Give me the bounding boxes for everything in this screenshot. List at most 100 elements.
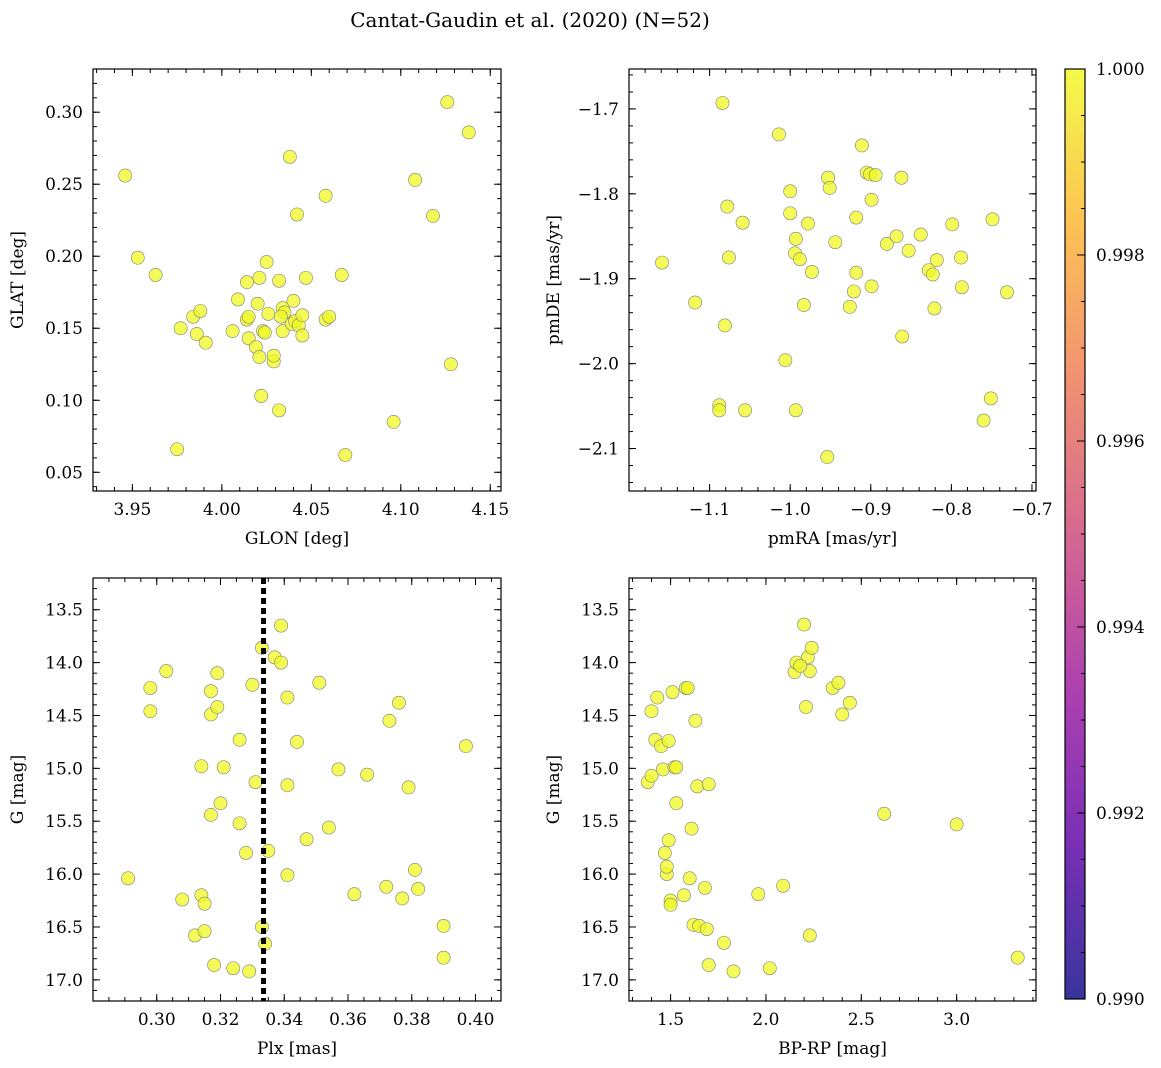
plot-frame <box>92 577 502 1002</box>
data-point <box>796 298 811 312</box>
data-point <box>379 879 394 894</box>
data-point <box>173 321 188 336</box>
data-point <box>650 690 665 705</box>
data-point <box>194 759 209 774</box>
data-point <box>849 265 864 280</box>
y-tick-label: 17.0 <box>45 971 83 991</box>
data-point <box>254 389 269 403</box>
data-point <box>318 188 333 203</box>
x-tick-label: 0.40 <box>457 1010 495 1030</box>
scatter-points <box>640 617 1025 979</box>
data-point <box>722 250 736 265</box>
data-point <box>772 127 786 142</box>
data-point <box>197 896 212 911</box>
data-point <box>877 806 892 821</box>
x-tick-label: 3.0 <box>943 1010 970 1030</box>
data-point <box>295 328 310 343</box>
data-point <box>894 170 909 185</box>
data-point <box>408 173 423 187</box>
data-point <box>175 892 190 907</box>
data-point <box>232 816 247 831</box>
y-tick-label: 0.20 <box>45 247 83 267</box>
data-point <box>929 253 944 267</box>
scatter-points <box>655 96 1014 464</box>
data-point <box>690 779 705 794</box>
data-point <box>682 871 697 886</box>
data-point <box>259 255 274 269</box>
x-axis-label: BP-RP [mag] <box>778 1039 887 1059</box>
data-point <box>751 887 766 902</box>
data-point <box>130 250 145 265</box>
data-point <box>783 184 798 199</box>
data-point <box>717 935 731 950</box>
y-axis-label: G [mag] <box>8 755 28 824</box>
data-point <box>738 403 752 418</box>
data-point <box>1010 950 1025 965</box>
panel-color-magnitude: 1.5 2.0 2.5 3.0 13.5 14.0 14.5 15.0 15.5 16.0 16.5… <box>544 577 1037 1059</box>
panel-parallax-magnitude: 0.30 0.32 0.34 0.36 0.38 0.40 13.5 14.0 14.5 15.0… <box>8 577 502 1059</box>
x-tick-label: 0.34 <box>265 1010 303 1030</box>
data-point <box>949 817 964 832</box>
data-point <box>820 450 835 464</box>
x-tick-label: −1.0 <box>770 500 811 520</box>
x-tick-label: 0.38 <box>393 1010 431 1030</box>
colorbar-tick-label: 0.996 <box>1096 432 1145 452</box>
data-point <box>669 796 684 811</box>
data-point <box>225 324 240 339</box>
data-point <box>864 279 879 294</box>
data-point <box>280 690 295 705</box>
data-point <box>436 919 451 933</box>
axis-ticks <box>92 577 501 1002</box>
data-point <box>274 655 288 670</box>
y-tick-label: 0.15 <box>45 319 83 339</box>
panel-glon-glat: 3.95 4.00 4.05 4.10 4.15 0.05 0.10 0.15 0.20 0.25… <box>8 68 509 549</box>
data-point <box>985 212 1000 227</box>
data-point <box>842 299 857 314</box>
data-point <box>395 891 410 906</box>
axis-ticks <box>93 68 501 491</box>
y-tick-label: 16.5 <box>581 918 619 938</box>
x-axis-label: pmRA [mas/yr] <box>768 529 897 549</box>
data-point <box>331 762 346 777</box>
data-point <box>261 306 276 321</box>
y-tick-label: 14.0 <box>581 654 619 674</box>
data-point <box>245 677 260 692</box>
x-tick-label: 1.5 <box>657 1010 684 1030</box>
colorbar-tick-label: 0.992 <box>1096 804 1145 824</box>
x-tick-label: −0.9 <box>850 500 891 520</box>
plot-frame <box>92 68 502 492</box>
data-point <box>210 666 225 681</box>
data-point <box>312 675 327 690</box>
y-tick-label: 15.0 <box>45 759 83 779</box>
data-point <box>822 180 837 195</box>
y-tick-label: −1.8 <box>578 185 619 205</box>
data-point <box>718 318 732 333</box>
data-point <box>426 209 440 223</box>
y-tick-label: −1.7 <box>578 100 619 120</box>
data-point <box>266 348 281 363</box>
data-point <box>976 413 991 428</box>
data-point <box>680 681 695 695</box>
data-point <box>231 292 245 307</box>
data-point <box>241 309 256 324</box>
data-point <box>868 168 883 183</box>
data-point <box>386 414 401 429</box>
y-tick-label: −1.9 <box>578 270 619 290</box>
y-tick-label: 16.0 <box>45 865 83 885</box>
y-tick-label: −2.0 <box>578 355 619 375</box>
x-axis-label: GLON [deg] <box>245 529 349 549</box>
y-axis-label: G [mag] <box>544 755 564 824</box>
y-tick-label: 16.5 <box>45 918 83 938</box>
data-point <box>688 713 703 728</box>
data-point <box>197 924 212 939</box>
data-point <box>273 309 288 324</box>
data-point <box>461 125 476 140</box>
x-tick-label: 4.10 <box>382 500 420 520</box>
data-point <box>401 780 416 795</box>
y-tick-label: 0.25 <box>45 175 83 195</box>
data-point <box>726 964 741 979</box>
data-point <box>408 862 422 877</box>
data-point <box>701 777 716 792</box>
axis-ticks <box>629 577 1036 1002</box>
data-point <box>715 96 730 110</box>
